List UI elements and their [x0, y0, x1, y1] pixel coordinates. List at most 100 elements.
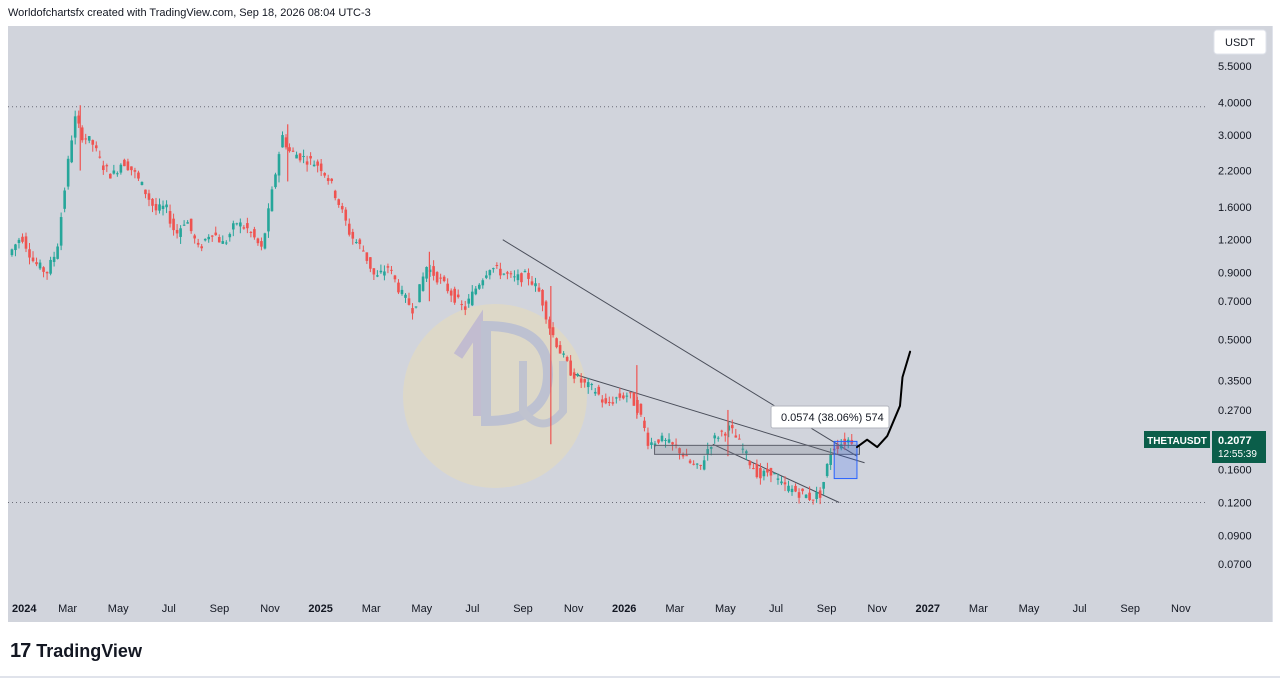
time-tick-label: Jul	[769, 603, 783, 615]
candle-body	[453, 288, 456, 303]
candle-body	[600, 399, 604, 403]
divider	[0, 676, 1280, 678]
candle-body	[31, 257, 35, 262]
candle-body	[200, 246, 203, 249]
candle-body	[358, 239, 362, 245]
time-axis[interactable]: 2024 Mar May Jul Sep Nov 2025 Mar May Jul Sep Nov 20…	[12, 603, 1191, 615]
time-tick-label: Jul	[1073, 603, 1087, 615]
candle-body	[351, 231, 355, 239]
candle-body	[414, 306, 418, 308]
candle-body	[548, 319, 551, 329]
candle-body	[10, 249, 14, 256]
candle-body	[752, 468, 755, 470]
price-tick-label: 0.7000	[1218, 296, 1252, 308]
candle-body	[762, 470, 766, 477]
candle-body	[249, 231, 253, 233]
candle-body	[794, 485, 797, 492]
candle-body	[727, 425, 731, 431]
price-tick-label: 1.6000	[1218, 202, 1252, 214]
candle-body	[151, 198, 154, 206]
candle-body	[256, 238, 260, 244]
candle-body	[161, 205, 165, 209]
candle-body	[664, 439, 667, 441]
candle-body	[73, 116, 77, 138]
tradingview-logo[interactable]: 17 TradingView	[10, 640, 142, 663]
price-tick-label: 0.0700	[1218, 559, 1252, 571]
candle-body	[105, 165, 109, 167]
candle-body	[811, 499, 815, 501]
price-tick-label: 0.1600	[1218, 465, 1252, 477]
candle-body	[755, 464, 759, 478]
candle-body	[126, 161, 130, 171]
chart-header: Worldofchartsfx created with TradingView…	[8, 7, 371, 19]
price-label: 0.2077 12:55:39	[1212, 431, 1266, 463]
candle-body	[470, 291, 474, 306]
candle-body	[709, 446, 713, 449]
time-tick-label: 2024	[12, 603, 37, 615]
trend-line	[573, 373, 865, 464]
candle-body	[302, 156, 305, 158]
price-tick-label: 2.2000	[1218, 166, 1252, 178]
candle-body	[421, 276, 425, 291]
time-tick-label: Nov	[564, 603, 584, 615]
time-tick-label: May	[108, 603, 129, 615]
price-axis[interactable]: 5.5000 4.0000 3.0000 2.2000 1.6000 1.2000 0.90…	[1218, 61, 1252, 571]
candle-body	[242, 227, 246, 229]
candle-body	[344, 209, 348, 221]
candle-body	[94, 145, 98, 149]
candle-body	[284, 137, 288, 148]
candle-body	[235, 223, 239, 225]
candle-body	[467, 298, 471, 304]
candle-body	[189, 218, 193, 232]
candle-body	[734, 435, 738, 438]
candle-body	[340, 206, 344, 210]
candle-body	[460, 304, 464, 306]
candle-body	[818, 490, 822, 498]
candle-body	[523, 271, 527, 273]
candle-body	[516, 274, 520, 281]
candle-body	[586, 382, 590, 388]
candle-body	[210, 235, 214, 237]
candle-body	[116, 173, 119, 175]
candle-body	[583, 379, 587, 383]
candle-body	[608, 401, 611, 404]
candle-body	[660, 435, 664, 442]
candle-body	[604, 398, 608, 404]
candle-body	[797, 492, 801, 498]
time-tick-label: Jul	[162, 603, 176, 615]
candle-body	[681, 453, 685, 457]
price-tick-label: 0.3500	[1218, 375, 1252, 387]
candle-body	[379, 270, 383, 273]
candle-body	[632, 392, 636, 406]
candle-body	[102, 165, 105, 171]
range-box	[654, 444, 860, 455]
candle-body	[629, 392, 632, 394]
candle-body	[182, 224, 186, 226]
candle-body	[456, 294, 460, 298]
candle-body	[70, 140, 73, 163]
measure-label: 0.0574 (38.06%) 574	[781, 412, 884, 424]
symbol-text: THETAUSDT	[1147, 436, 1207, 447]
candle-body	[221, 241, 225, 244]
candle-body	[534, 283, 537, 287]
candle-body	[158, 204, 161, 211]
currency-button[interactable]: USDT	[1213, 29, 1267, 55]
candle-body	[446, 283, 449, 292]
chart-svg[interactable]: 5.5000 4.0000 3.0000 2.2000 1.6000 1.2000 0.90…	[8, 26, 1272, 622]
candle-body	[84, 138, 88, 140]
candle-body	[228, 234, 232, 238]
candle-body	[305, 161, 309, 165]
candle-body	[541, 289, 544, 306]
candle-body	[232, 223, 235, 230]
candle-body	[685, 455, 688, 457]
price-candles	[10, 105, 854, 505]
candle-body	[790, 488, 794, 493]
price-tick-label: 0.9000	[1218, 268, 1252, 280]
tradingview-logo-text: TradingView	[36, 641, 142, 661]
candle-body	[333, 190, 337, 199]
candle-body	[214, 232, 218, 236]
candle-body	[390, 269, 393, 271]
symbol-label: THETAUSDT	[1144, 431, 1210, 448]
candle-body	[246, 223, 249, 229]
candle-body	[463, 306, 467, 310]
